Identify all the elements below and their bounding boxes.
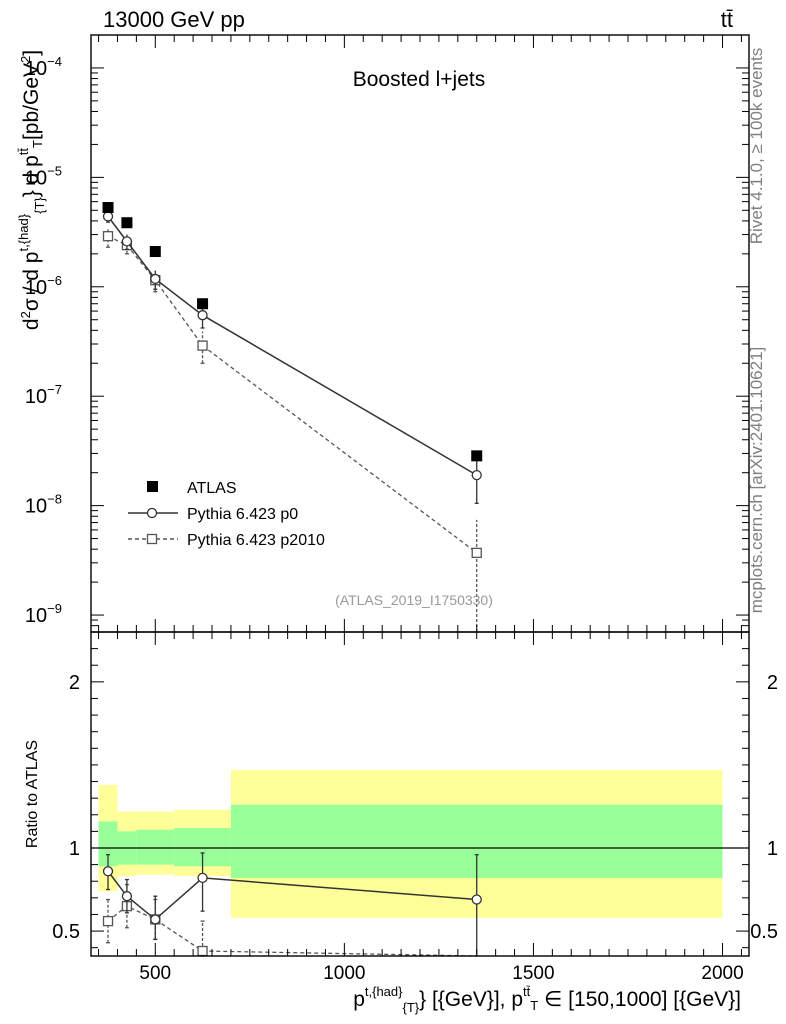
- legend-entry-pythia-p0: Pythia 6.423 p0: [128, 506, 298, 523]
- main-atlas-point-1: [121, 217, 133, 229]
- ratio-x-ticks: 500 1000 1500 2000: [98, 632, 744, 984]
- svg-text:d2σ / d pt,{had}{T}} d ptt̄T[p: d2σ / d pt,{had}{T}} d ptt̄T[pb/GeV2]: [16, 50, 47, 330]
- main-pythia-p2010-point-3: [197, 340, 208, 351]
- energy-label: 13000 GeV pp: [103, 7, 245, 32]
- main-series-layer: [102, 202, 483, 632]
- mcplots-label: mcplots.cern.ch [arXiv:2401.10621]: [747, 347, 766, 613]
- ratio-y-tick-label-right-1: 1: [767, 838, 778, 860]
- ratio-x-tick-label-3: 2000: [701, 963, 743, 984]
- ratio-x-tick-label-0: 500: [139, 963, 171, 984]
- main-y-tick-label-4: 10−5: [25, 163, 62, 189]
- main-y-tick-label-3: 10−6: [25, 273, 62, 299]
- main-y-tick-label-2: 10−7: [25, 382, 62, 408]
- main-y-tick-label-0: 10−9: [25, 601, 62, 627]
- main-atlas-point-0: [102, 202, 114, 214]
- ratio-x-tick-label-2: 1500: [512, 963, 554, 984]
- ratio-y-tick-label-right-0: 0.5: [750, 921, 778, 943]
- main-y-ticks: 10−9 10−8 10−7 10−6 10−5 10−4: [25, 34, 749, 633]
- ratio-uncertainty-bands: [98, 769, 723, 918]
- ratio-pythia-p2010-point-0: [102, 915, 114, 927]
- ratio-series-layer: [102, 852, 482, 957]
- main-pythia-p2010-point-0: [102, 231, 114, 242]
- ratio-green-band-bin-2: [136, 829, 175, 865]
- main-atlas-point-2: [149, 246, 161, 258]
- ratio-y-tick-label-left-0: 0.5: [52, 921, 80, 943]
- legend-entry-pythia-p2010: Pythia 6.423 p2010: [128, 532, 325, 549]
- ratio-x-tick-label-1: 1000: [323, 963, 365, 984]
- ratio-plot-panel: 0.5 0.5 1 1 2 2 500 1000 1500 2000: [52, 631, 778, 984]
- ratio-green-band-bin-0: [98, 821, 118, 867]
- ratio-plot-frame: [90, 631, 750, 957]
- svg-text:Pythia 6.423 p2010: Pythia 6.423 p2010: [187, 532, 325, 549]
- ratio-pythia-p0-point-2: [150, 914, 161, 925]
- process-label: tt̄: [721, 7, 733, 32]
- main-pythia-p2010-point-4: [471, 547, 482, 559]
- main-pythia-p0-point-3: [197, 310, 208, 321]
- ratio-y-ticks: 0.5 0.5 1 1 2 2: [52, 648, 778, 949]
- ratio-pythia-p0-point-4: [471, 894, 482, 905]
- ratio-pythia-p2010-line: [107, 905, 477, 957]
- chart-title: Boosted l+jets: [353, 68, 486, 91]
- ratio-pythia-p0-point-1: [121, 891, 133, 902]
- main-x-ticks: [98, 35, 742, 632]
- legend-entry-atlas: ATLAS: [147, 480, 237, 497]
- main-plot-panel: 10−910−810−710−610−510−4 Boosted l+jets …: [25, 34, 750, 633]
- main-y-tick-label-1: 10−8: [25, 492, 62, 518]
- main-pythia-p0-point-0: [102, 211, 114, 222]
- main-pythia-p0-point-2: [150, 273, 161, 285]
- rivet-version-label: Rivet 4.1.0, ≥ 100k events: [747, 48, 766, 244]
- svg-text:ATLAS: ATLAS: [187, 480, 237, 497]
- legend: ATLAS Pythia 6.423 p0 Pythia 6.423 p2010: [128, 480, 325, 549]
- ratio-y-tick-label-left-2: 2: [69, 672, 80, 694]
- ratio-pythia-p0-point-0: [102, 866, 114, 877]
- main-pythia-p0-point-1: [121, 236, 133, 247]
- main-pythia-p0-point-4: [471, 469, 482, 481]
- main-atlas-point-4: [471, 450, 483, 462]
- x-axis-label: pt,{had}{T}} [{GeV}], ptt̄T ∈ [150,1000]…: [353, 984, 741, 1015]
- main-atlas-point-3: [197, 298, 209, 310]
- ratio-pythia-p2010-point-3: [197, 945, 208, 957]
- main-y-tick-label-5: 10−4: [25, 54, 62, 80]
- ratio-y-tick-label-right-2: 2: [767, 672, 778, 694]
- ratio-y-tick-label-left-1: 1: [69, 838, 80, 860]
- main-y-axis-label: d2σ / d pt,{had}{T}} d ptt̄T[pb/GeV2]: [16, 50, 47, 330]
- main-pythia-p0-line: [107, 215, 478, 476]
- analysis-tag: (ATLAS_2019_I1750330): [335, 592, 493, 608]
- ratio-pythia-p0-point-3: [197, 872, 208, 884]
- ratio-y-axis-label: Ratio to ATLAS: [24, 740, 41, 848]
- svg-text:pt,{had}{T}} [{GeV}], ptt̄T ∈: pt,{had}{T}} [{GeV}], ptt̄T ∈ [150,1000]…: [353, 984, 741, 1015]
- svg-text:Pythia 6.423 p0: Pythia 6.423 p0: [187, 506, 298, 523]
